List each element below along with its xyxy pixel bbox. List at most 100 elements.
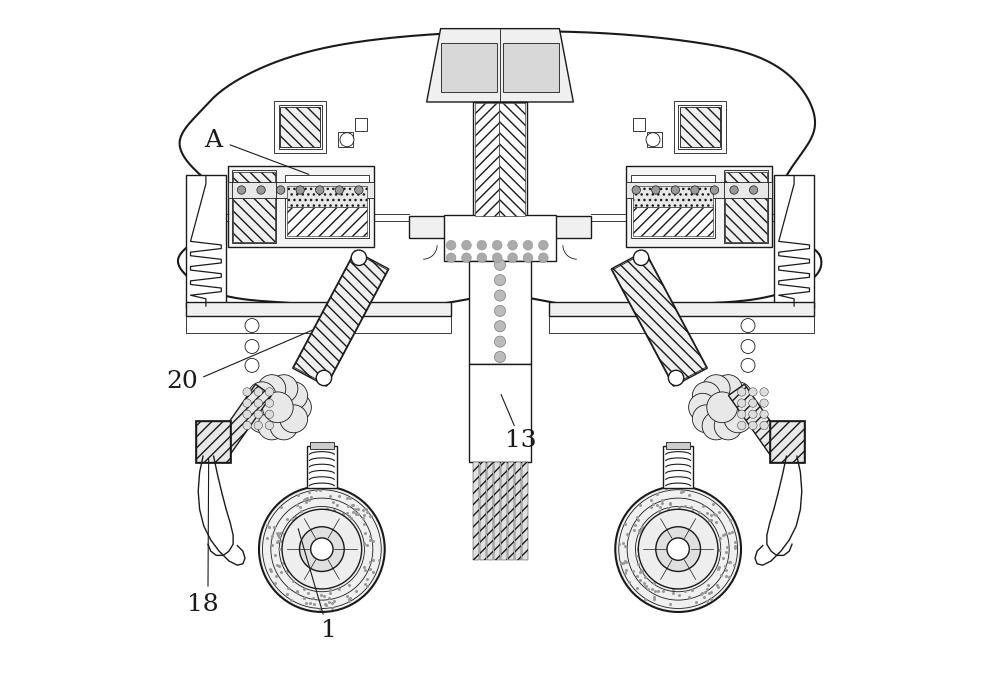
Bar: [195, 420, 231, 463]
Circle shape: [280, 405, 308, 433]
Bar: [228, 182, 374, 197]
Circle shape: [760, 421, 768, 430]
Text: 13: 13: [505, 429, 537, 452]
Circle shape: [710, 186, 719, 194]
Circle shape: [254, 421, 262, 430]
Circle shape: [282, 510, 362, 589]
Circle shape: [462, 253, 471, 262]
Bar: [725, 172, 767, 241]
Polygon shape: [611, 251, 707, 386]
Circle shape: [258, 374, 286, 402]
Circle shape: [656, 526, 701, 571]
Circle shape: [280, 382, 308, 409]
Circle shape: [760, 410, 768, 419]
Bar: [508, 462, 514, 559]
Circle shape: [638, 510, 718, 589]
Circle shape: [714, 412, 742, 440]
Bar: [473, 102, 527, 217]
Bar: [633, 186, 713, 206]
Bar: [494, 462, 500, 559]
Bar: [338, 132, 353, 148]
Circle shape: [494, 351, 506, 363]
Text: 18: 18: [187, 594, 219, 617]
Bar: [503, 43, 559, 92]
Circle shape: [492, 240, 502, 250]
Circle shape: [714, 374, 742, 402]
Bar: [355, 118, 367, 131]
Bar: [724, 171, 768, 243]
Bar: [770, 421, 804, 462]
Circle shape: [494, 336, 506, 347]
Bar: [279, 106, 322, 149]
Circle shape: [646, 133, 660, 147]
Circle shape: [494, 321, 506, 332]
Bar: [310, 442, 334, 449]
Text: 20: 20: [166, 370, 198, 393]
Circle shape: [692, 405, 720, 433]
Circle shape: [243, 421, 251, 430]
Circle shape: [730, 186, 738, 194]
Circle shape: [667, 538, 689, 560]
Circle shape: [340, 133, 354, 147]
Bar: [515, 462, 521, 559]
Circle shape: [692, 382, 720, 409]
Circle shape: [615, 486, 741, 612]
Bar: [633, 118, 645, 131]
Circle shape: [728, 393, 756, 421]
Circle shape: [741, 358, 755, 372]
Bar: [186, 175, 226, 308]
Bar: [280, 107, 320, 148]
Circle shape: [316, 370, 332, 386]
Bar: [285, 175, 369, 238]
Circle shape: [265, 421, 274, 430]
Circle shape: [741, 340, 755, 354]
Circle shape: [707, 392, 738, 423]
Circle shape: [477, 240, 487, 250]
Circle shape: [270, 374, 298, 402]
Bar: [444, 215, 556, 260]
Circle shape: [760, 399, 768, 407]
Circle shape: [245, 358, 259, 372]
Circle shape: [508, 253, 517, 262]
Circle shape: [652, 186, 660, 194]
Circle shape: [749, 399, 757, 407]
Bar: [501, 462, 507, 559]
Circle shape: [494, 290, 506, 301]
Circle shape: [446, 240, 456, 250]
Circle shape: [724, 405, 752, 433]
Circle shape: [259, 486, 385, 612]
Circle shape: [254, 410, 262, 419]
Polygon shape: [427, 29, 573, 102]
Circle shape: [283, 393, 311, 421]
Circle shape: [494, 274, 506, 286]
Bar: [475, 104, 499, 216]
Circle shape: [508, 240, 517, 250]
Circle shape: [311, 538, 333, 560]
Circle shape: [749, 388, 757, 396]
Circle shape: [477, 253, 487, 262]
Circle shape: [244, 393, 272, 421]
Bar: [678, 106, 721, 149]
Bar: [409, 216, 591, 238]
Polygon shape: [293, 251, 389, 386]
Bar: [487, 462, 493, 559]
Circle shape: [265, 410, 274, 419]
Circle shape: [671, 186, 680, 194]
Circle shape: [355, 186, 363, 194]
Circle shape: [243, 410, 251, 419]
Circle shape: [538, 240, 548, 250]
Circle shape: [523, 240, 533, 250]
Bar: [228, 167, 374, 246]
Circle shape: [335, 186, 344, 194]
Circle shape: [749, 410, 757, 419]
Bar: [186, 315, 451, 332]
Bar: [647, 132, 662, 148]
Circle shape: [492, 253, 502, 262]
Circle shape: [668, 370, 684, 386]
Bar: [473, 462, 479, 559]
Bar: [469, 260, 531, 364]
Bar: [769, 420, 805, 463]
Circle shape: [254, 399, 262, 407]
Bar: [522, 462, 528, 559]
Circle shape: [494, 305, 506, 316]
